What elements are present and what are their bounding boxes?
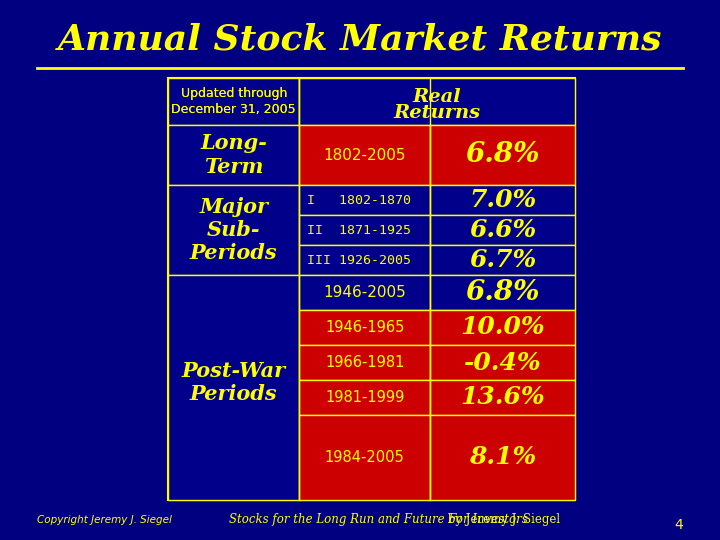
Text: Copyright Jeremy J. Siegel: Copyright Jeremy J. Siegel — [37, 515, 172, 525]
Text: Returns: Returns — [394, 105, 481, 123]
Bar — [168, 125, 300, 185]
Text: 1981-1999: 1981-1999 — [325, 390, 405, 405]
Bar — [168, 78, 575, 500]
Text: Long-
Term: Long- Term — [200, 133, 267, 177]
Text: 1966-1981: 1966-1981 — [325, 355, 405, 370]
Text: Annual Stock Market Returns: Annual Stock Market Returns — [58, 23, 662, 57]
Bar — [430, 215, 575, 245]
Bar — [430, 380, 575, 415]
Text: 1802-2005: 1802-2005 — [323, 147, 406, 163]
Text: 1984-2005: 1984-2005 — [325, 450, 405, 465]
Bar — [300, 245, 430, 275]
Bar — [300, 345, 430, 380]
Text: -0.4%: -0.4% — [464, 350, 541, 375]
Text: III 1926-2005: III 1926-2005 — [307, 253, 410, 267]
Bar — [300, 310, 430, 345]
Bar — [168, 275, 300, 500]
Text: Major
Sub-
Periods: Major Sub- Periods — [190, 197, 277, 263]
Text: Stocks for the Long Run and Future For Investors: Stocks for the Long Run and Future For I… — [229, 514, 528, 526]
Bar — [430, 185, 575, 215]
Text: 1946-1965: 1946-1965 — [325, 320, 405, 335]
Text: 6.8%: 6.8% — [465, 141, 540, 168]
Bar — [300, 415, 430, 500]
Bar — [430, 245, 575, 275]
Text: 10.0%: 10.0% — [460, 315, 545, 340]
Bar — [168, 185, 300, 275]
Text: 6.7%: 6.7% — [469, 248, 536, 272]
Text: by Jeremy J. Siegel: by Jeremy J. Siegel — [444, 514, 560, 526]
Bar — [430, 345, 575, 380]
Text: Post-War
Periods: Post-War Periods — [181, 361, 286, 404]
Bar — [300, 275, 430, 310]
Text: 1946-2005: 1946-2005 — [323, 285, 406, 300]
Bar — [168, 78, 300, 125]
Bar — [430, 310, 575, 345]
Bar — [430, 125, 575, 185]
Bar — [300, 215, 430, 245]
Text: Real: Real — [413, 87, 462, 105]
Text: 8.1%: 8.1% — [469, 446, 536, 469]
Bar — [300, 380, 430, 415]
Text: 4: 4 — [674, 518, 683, 532]
Bar — [300, 78, 575, 125]
Text: I   1802-1870: I 1802-1870 — [307, 193, 410, 206]
Bar — [300, 125, 430, 185]
Text: 13.6%: 13.6% — [460, 386, 545, 409]
Bar — [430, 275, 575, 310]
Text: 7.0%: 7.0% — [469, 188, 536, 212]
Text: II  1871-1925: II 1871-1925 — [307, 224, 410, 237]
Bar — [430, 415, 575, 500]
Text: Updated through
December 31, 2005: Updated through December 31, 2005 — [171, 87, 296, 116]
Bar — [300, 185, 430, 215]
Text: 6.8%: 6.8% — [465, 279, 540, 306]
Text: 6.6%: 6.6% — [469, 218, 536, 242]
Text: Updated through
December 31, 2005: Updated through December 31, 2005 — [171, 87, 296, 116]
